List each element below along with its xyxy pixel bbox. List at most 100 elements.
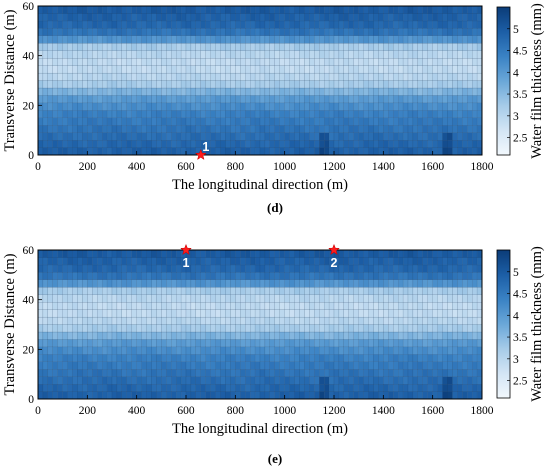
heatmap-cell bbox=[97, 324, 103, 333]
heatmap-cell bbox=[166, 383, 172, 392]
heatmap-cell bbox=[230, 316, 236, 325]
heatmap-cell bbox=[338, 80, 345, 89]
heatmap-cell bbox=[467, 376, 473, 385]
heatmap-cell bbox=[220, 117, 226, 126]
heatmap-cell bbox=[57, 13, 63, 22]
heatmap-cell bbox=[205, 279, 211, 288]
heatmap-cell bbox=[136, 272, 142, 280]
heatmap-cell bbox=[343, 339, 349, 348]
heatmap-cell bbox=[245, 43, 251, 51]
heatmap-cell bbox=[37, 369, 44, 377]
heatmap-cell bbox=[171, 369, 177, 377]
heatmap-cell bbox=[328, 35, 335, 44]
heatmap-cell bbox=[388, 72, 394, 81]
heatmap-cell bbox=[393, 279, 399, 288]
heatmap-cell bbox=[368, 369, 374, 377]
heatmap-cell bbox=[319, 257, 325, 266]
heatmap-cell bbox=[151, 361, 157, 370]
heatmap-cell bbox=[417, 5, 423, 14]
heatmap-cell bbox=[309, 361, 315, 370]
heatmap-cell bbox=[245, 264, 251, 273]
heatmap-cell bbox=[432, 309, 438, 318]
heatmap-cell bbox=[57, 110, 63, 118]
heatmap-cell bbox=[141, 95, 147, 104]
heatmap-cell bbox=[220, 139, 226, 148]
heatmap-cell bbox=[92, 249, 98, 258]
heatmap-cell bbox=[195, 139, 201, 148]
heatmap-cell bbox=[215, 369, 221, 377]
heatmap-cell bbox=[398, 95, 404, 104]
heatmap-cell bbox=[161, 272, 167, 280]
heatmap-cell bbox=[467, 5, 473, 14]
heatmap-cell bbox=[309, 95, 315, 104]
heatmap-cell bbox=[52, 87, 58, 96]
heatmap-cell bbox=[442, 95, 448, 104]
heatmap-cell bbox=[106, 279, 113, 288]
heatmap-cell bbox=[324, 279, 330, 288]
heatmap-cell bbox=[294, 391, 300, 400]
heatmap-cell bbox=[274, 110, 280, 118]
heatmap-cell bbox=[319, 249, 325, 258]
heatmap-cell bbox=[358, 147, 364, 156]
heatmap-cell bbox=[42, 20, 49, 29]
heatmap-cell bbox=[171, 257, 177, 266]
heatmap-cell bbox=[383, 132, 389, 141]
heatmap-cell bbox=[314, 72, 320, 81]
heatmap-cell bbox=[47, 132, 53, 141]
heatmap-cell bbox=[235, 125, 241, 133]
heatmap-cell bbox=[126, 87, 132, 96]
heatmap-cell bbox=[190, 249, 197, 258]
heatmap-cell bbox=[235, 110, 241, 118]
heatmap-cell bbox=[146, 125, 152, 133]
heatmap-cell bbox=[294, 147, 300, 156]
heatmap-cell bbox=[131, 257, 137, 266]
heatmap-cell bbox=[447, 279, 453, 288]
heatmap-cell bbox=[289, 272, 295, 280]
colorbar-tick-label: 5 bbox=[513, 267, 519, 279]
heatmap-cell bbox=[111, 110, 118, 118]
heatmap-cell bbox=[294, 125, 300, 133]
heatmap-cell bbox=[269, 28, 275, 36]
x-tick-label: 400 bbox=[128, 405, 146, 417]
heatmap-cell bbox=[52, 272, 58, 280]
heatmap-cell bbox=[250, 147, 256, 156]
heatmap-cell bbox=[353, 331, 359, 340]
heatmap-cell bbox=[185, 117, 192, 126]
heatmap-cell bbox=[200, 257, 206, 266]
heatmap-cell bbox=[363, 72, 369, 81]
heatmap-cell bbox=[220, 50, 226, 59]
heatmap-cell bbox=[97, 369, 103, 377]
heatmap-cell bbox=[230, 383, 236, 392]
heatmap-cell bbox=[235, 102, 241, 111]
heatmap-cell bbox=[289, 5, 295, 14]
heatmap-cell bbox=[264, 272, 271, 280]
heatmap-cell bbox=[368, 117, 374, 126]
heatmap-cell bbox=[171, 139, 177, 148]
heatmap-cell bbox=[166, 316, 172, 325]
heatmap-cell bbox=[279, 58, 285, 66]
heatmap-cell bbox=[82, 58, 88, 66]
x-tick-label: 600 bbox=[177, 405, 195, 417]
heatmap-cell bbox=[176, 346, 182, 355]
heatmap-cell bbox=[166, 35, 172, 44]
heatmap-cell bbox=[284, 264, 290, 273]
heatmap-cell bbox=[240, 316, 246, 325]
heatmap-cell bbox=[190, 65, 197, 74]
heatmap-cell bbox=[338, 132, 345, 141]
heatmap-cell bbox=[388, 376, 394, 385]
heatmap-cell bbox=[324, 20, 330, 29]
heatmap-cell bbox=[284, 376, 290, 385]
heatmap-cell bbox=[92, 309, 98, 318]
heatmap-cell bbox=[225, 43, 231, 51]
heatmap-cell bbox=[437, 102, 443, 111]
heatmap-cell bbox=[343, 316, 349, 325]
heatmap-cell bbox=[116, 264, 123, 273]
heatmap-cell bbox=[363, 294, 369, 303]
heatmap-cell bbox=[274, 339, 280, 348]
heatmap-cell bbox=[407, 272, 414, 280]
heatmap-cell bbox=[269, 117, 275, 126]
heatmap-cell bbox=[328, 346, 335, 355]
heatmap-cell bbox=[146, 316, 152, 325]
heatmap-cell bbox=[333, 302, 340, 310]
heatmap-cell bbox=[279, 264, 285, 273]
